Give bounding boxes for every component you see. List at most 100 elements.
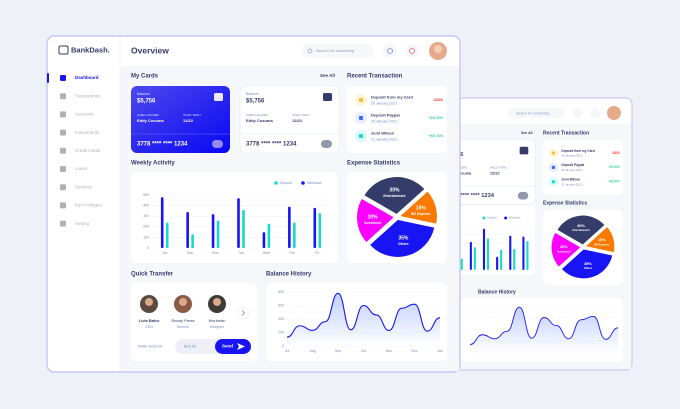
legend-swatch xyxy=(504,216,508,220)
transaction-glyph xyxy=(551,151,555,155)
panel xyxy=(543,140,623,195)
bar xyxy=(486,238,490,270)
label: Write Amount xyxy=(138,344,163,349)
card[interactable] xyxy=(239,85,340,154)
notification-button[interactable] xyxy=(590,108,600,118)
nav-item[interactable]: Services xyxy=(75,184,93,189)
x-tick-label: Sep xyxy=(335,349,341,353)
y-tick-label: 500 xyxy=(143,193,149,197)
y-tick-label: 100 xyxy=(143,235,149,239)
nav-item[interactable]: Investments xyxy=(75,130,100,135)
legend-label: Deposit xyxy=(280,181,292,185)
label: Balance xyxy=(246,92,259,96)
label[interactable]: Send xyxy=(222,344,233,349)
settings-button[interactable] xyxy=(383,44,397,58)
nav-item[interactable]: Transactions xyxy=(75,93,101,98)
avatar[interactable] xyxy=(607,106,621,120)
next-button[interactable] xyxy=(236,306,250,320)
nav-item[interactable]: Dashboard xyxy=(75,75,99,80)
bar xyxy=(522,236,525,270)
bar xyxy=(165,222,169,248)
x-tick-label: Jul xyxy=(285,349,290,353)
transaction-glyph xyxy=(551,180,555,184)
label: Recent Transaction xyxy=(543,130,589,136)
notification-icon xyxy=(409,48,415,54)
pie-slice xyxy=(556,214,606,246)
nav-item[interactable]: Setting xyxy=(75,221,90,226)
label: VALID THRU xyxy=(183,113,201,117)
label: Quick Transfer xyxy=(131,272,174,278)
bar xyxy=(216,220,220,248)
label: Randy Press xyxy=(172,318,195,323)
search-box[interactable] xyxy=(302,44,374,58)
label: VALID THRU xyxy=(490,166,507,170)
bar xyxy=(496,256,499,270)
card-logo xyxy=(321,140,332,148)
y-tick-label: 0 xyxy=(147,246,149,250)
label: Recent Transaction xyxy=(347,74,403,80)
area-fill xyxy=(470,307,618,352)
nav-item[interactable]: My Privileges xyxy=(75,203,103,208)
slice-value: 15% xyxy=(598,237,606,242)
main-window: BankDash. Dashboard Transactions Accounts In… xyxy=(46,35,461,373)
label: +$2,500 xyxy=(428,115,443,120)
x-tick-label: Tue xyxy=(238,251,244,255)
bar xyxy=(469,241,472,270)
pie-slice xyxy=(583,225,616,254)
panel xyxy=(347,86,447,153)
nav-icon xyxy=(60,75,66,81)
pie-slice xyxy=(356,197,396,244)
label: Weekly Activity xyxy=(131,161,175,167)
card-logo xyxy=(212,140,223,148)
slice-value: 20% xyxy=(560,244,568,249)
label: Director xyxy=(177,325,190,329)
label: 12/22 xyxy=(183,118,194,123)
legend-label: Withdraw xyxy=(307,181,322,185)
label: +$2,500 xyxy=(608,165,620,169)
label[interactable]: See All xyxy=(521,131,533,135)
label: 25 January 2021 xyxy=(371,119,397,123)
bar xyxy=(191,234,194,248)
nav-item[interactable]: Loans xyxy=(75,166,88,171)
legend-swatch xyxy=(274,181,278,185)
person-face xyxy=(179,298,187,306)
label: Jemi Wilson xyxy=(371,131,395,136)
label: Livia Bator xyxy=(139,318,160,323)
pie-slice xyxy=(550,231,582,268)
label: Deposit from my Card xyxy=(371,95,413,100)
nav-item[interactable]: Credit Cards xyxy=(75,148,101,153)
page-title: Overview xyxy=(131,45,169,55)
bar xyxy=(160,197,164,248)
y-tick-label: 400 xyxy=(278,317,284,321)
active-indicator xyxy=(47,73,49,83)
y-tick-label: 0 xyxy=(282,344,284,348)
back-window: Search for something See All Recent Transa… xyxy=(439,97,633,371)
label: Deposit Paypal xyxy=(561,163,584,167)
legend-swatch xyxy=(301,181,305,185)
settings-button[interactable] xyxy=(573,108,583,118)
search-box[interactable] xyxy=(508,108,565,118)
slice-label: Others xyxy=(398,242,409,246)
pie-slice xyxy=(363,176,426,216)
nav-item[interactable]: Accounts xyxy=(75,112,94,117)
line xyxy=(286,292,441,338)
label: 3778 **** **** 1234 xyxy=(446,193,495,199)
label[interactable]: See All xyxy=(320,73,335,78)
nav-icon xyxy=(60,202,66,209)
card[interactable] xyxy=(131,86,230,153)
notification-button[interactable] xyxy=(405,44,419,58)
slice-value: 20% xyxy=(368,214,379,220)
bar xyxy=(313,207,317,248)
label: Jemi Wilson xyxy=(561,178,580,182)
label: 3778 **** **** 1234 xyxy=(137,142,188,148)
x-tick-label: Sun xyxy=(187,251,193,255)
settings-icon xyxy=(387,48,393,54)
bar xyxy=(318,213,322,248)
label: Designer xyxy=(210,325,225,329)
send-button[interactable] xyxy=(215,339,251,354)
x-tick-label: Dec xyxy=(411,349,417,353)
label: $5,756 xyxy=(137,99,156,105)
label: Expense Statistics xyxy=(543,200,587,206)
y-tick-label: 600 xyxy=(278,303,284,307)
bar xyxy=(262,232,266,248)
